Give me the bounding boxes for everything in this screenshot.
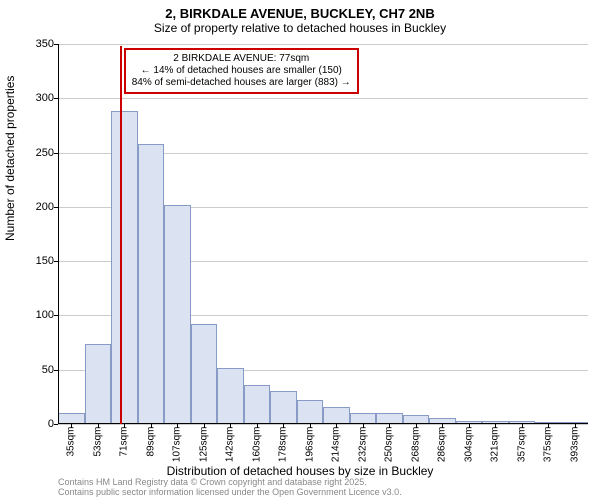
y-tick-label: 50 bbox=[24, 364, 54, 376]
y-tick-label: 350 bbox=[24, 38, 54, 50]
x-tick-label: 286sqm bbox=[437, 427, 448, 463]
histogram-bar bbox=[297, 400, 324, 424]
histogram-bar bbox=[323, 407, 350, 424]
histogram-bar bbox=[111, 111, 138, 424]
x-tick-label: 214sqm bbox=[331, 427, 342, 463]
x-tick-label: 196sqm bbox=[304, 427, 315, 463]
footnote: Contains HM Land Registry data © Crown c… bbox=[58, 478, 402, 498]
annotation-line-2: ← 14% of detached houses are smaller (15… bbox=[132, 65, 351, 77]
y-tick-label: 300 bbox=[24, 92, 54, 104]
histogram-bar bbox=[217, 368, 244, 424]
histogram-bar bbox=[85, 344, 112, 424]
x-tick-label: 53sqm bbox=[92, 427, 103, 457]
gridline bbox=[58, 44, 588, 45]
histogram-bar bbox=[138, 144, 165, 424]
y-axis-line bbox=[58, 44, 59, 424]
x-tick-label: 250sqm bbox=[384, 427, 395, 463]
chart-title: 2, BIRKDALE AVENUE, BUCKLEY, CH7 2NB bbox=[0, 0, 600, 21]
footnote-line-2: Contains public sector information licen… bbox=[58, 488, 402, 498]
y-tick-label: 0 bbox=[24, 418, 54, 430]
histogram-bar bbox=[270, 391, 297, 424]
x-tick-label: 393sqm bbox=[569, 427, 580, 463]
x-tick-label: 375sqm bbox=[543, 427, 554, 463]
x-axis-label: Distribution of detached houses by size … bbox=[0, 464, 600, 478]
x-tick-label: 178sqm bbox=[278, 427, 289, 463]
y-tick-label: 150 bbox=[24, 255, 54, 267]
x-tick-label: 160sqm bbox=[251, 427, 262, 463]
x-tick-label: 357sqm bbox=[516, 427, 527, 463]
y-axis-label: Number of detached properties bbox=[3, 76, 17, 241]
gridline bbox=[58, 98, 588, 99]
x-tick-label: 321sqm bbox=[490, 427, 501, 463]
histogram-bar bbox=[244, 385, 271, 424]
annotation-box: 2 BIRKDALE AVENUE: 77sqm← 14% of detache… bbox=[124, 48, 359, 94]
x-axis-line bbox=[58, 423, 588, 424]
plot-area: 05010015020025030035035sqm53sqm71sqm89sq… bbox=[58, 44, 588, 424]
y-tick-mark bbox=[54, 424, 58, 425]
x-tick-label: 304sqm bbox=[463, 427, 474, 463]
x-tick-label: 71sqm bbox=[119, 427, 130, 457]
x-tick-label: 268sqm bbox=[410, 427, 421, 463]
x-tick-label: 232sqm bbox=[357, 427, 368, 463]
x-tick-label: 35sqm bbox=[66, 427, 77, 457]
x-tick-label: 142sqm bbox=[225, 427, 236, 463]
marker-line bbox=[120, 46, 122, 424]
histogram-bar bbox=[164, 205, 191, 424]
y-tick-label: 200 bbox=[24, 201, 54, 213]
histogram-bar bbox=[191, 324, 218, 424]
y-tick-label: 250 bbox=[24, 147, 54, 159]
gridline bbox=[58, 424, 588, 425]
x-tick-label: 107sqm bbox=[172, 427, 183, 463]
x-tick-label: 125sqm bbox=[198, 427, 209, 463]
chart-subtitle: Size of property relative to detached ho… bbox=[0, 21, 600, 39]
x-tick-label: 89sqm bbox=[145, 427, 156, 457]
annotation-line-3: 84% of semi-detached houses are larger (… bbox=[132, 77, 351, 89]
annotation-line-1: 2 BIRKDALE AVENUE: 77sqm bbox=[132, 53, 351, 65]
y-tick-label: 100 bbox=[24, 309, 54, 321]
